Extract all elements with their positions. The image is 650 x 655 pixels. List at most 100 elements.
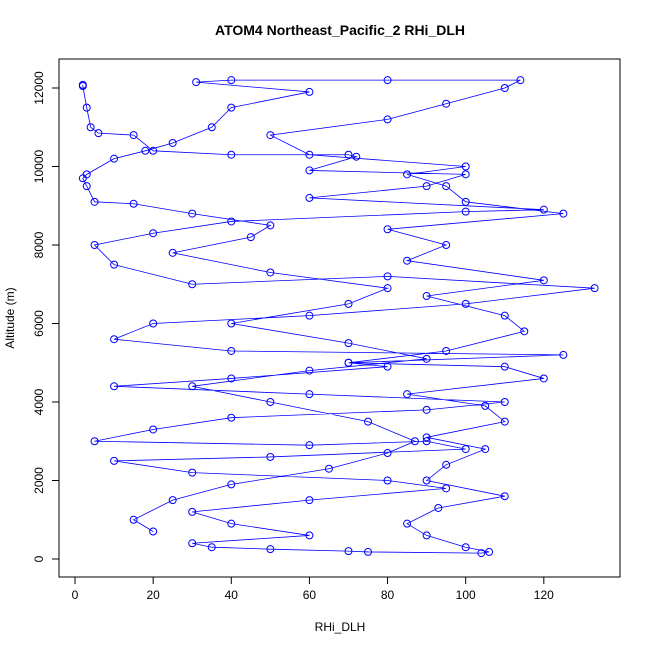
- point: [442, 240, 451, 249]
- point: [266, 131, 275, 140]
- point: [442, 346, 451, 355]
- point: [539, 374, 548, 383]
- point: [461, 445, 470, 454]
- point: [422, 182, 431, 191]
- point: [500, 397, 509, 406]
- point: [227, 319, 236, 328]
- point: [383, 449, 392, 458]
- point: [539, 276, 548, 285]
- point: [422, 433, 431, 442]
- point: [246, 233, 255, 242]
- point: [227, 76, 236, 85]
- point: [168, 138, 177, 147]
- point: [324, 464, 333, 473]
- point: [344, 358, 353, 367]
- point: [149, 146, 158, 155]
- point: [90, 197, 99, 206]
- point: [149, 527, 158, 536]
- point: [422, 292, 431, 301]
- point: [305, 366, 314, 375]
- point: [305, 496, 314, 505]
- point: [305, 87, 314, 96]
- point: [94, 129, 103, 138]
- point: [442, 460, 451, 469]
- point: [403, 519, 412, 528]
- point: [266, 221, 275, 230]
- x-tick-label: 100: [456, 588, 476, 602]
- point: [383, 115, 392, 124]
- point: [352, 152, 361, 161]
- point: [266, 452, 275, 461]
- point: [149, 229, 158, 238]
- x-tick-label: 0: [72, 588, 79, 602]
- point: [481, 445, 490, 454]
- series-line: [82, 79, 595, 554]
- point: [207, 123, 216, 132]
- point: [188, 382, 197, 391]
- point: [227, 480, 236, 489]
- point: [461, 543, 470, 552]
- point: [403, 390, 412, 399]
- y-tick-label: 4000: [32, 388, 46, 415]
- point: [434, 503, 443, 512]
- point: [90, 437, 99, 446]
- chart-title: ATOM4 Northeast_Pacific_2 RHi_DLH: [215, 22, 465, 38]
- point: [410, 437, 419, 446]
- point: [422, 531, 431, 540]
- point: [305, 390, 314, 399]
- point: [442, 484, 451, 493]
- point: [305, 150, 314, 159]
- point: [149, 319, 158, 328]
- point: [192, 78, 201, 87]
- point: [266, 268, 275, 277]
- x-tick-label: 60: [303, 588, 317, 602]
- point: [383, 272, 392, 281]
- point: [383, 284, 392, 293]
- point: [442, 99, 451, 108]
- point: [149, 425, 158, 434]
- y-tick-label: 12000: [32, 71, 46, 105]
- point: [461, 170, 470, 179]
- point: [110, 456, 119, 465]
- x-axis-label: RHi_DLH: [315, 620, 366, 634]
- point: [461, 197, 470, 206]
- point: [477, 549, 486, 558]
- point: [344, 299, 353, 308]
- point: [227, 413, 236, 422]
- point: [422, 437, 431, 446]
- point: [500, 362, 509, 371]
- point: [305, 193, 314, 202]
- y-tick-label: 2000: [32, 467, 46, 494]
- point: [403, 256, 412, 265]
- point: [422, 476, 431, 485]
- point: [141, 146, 150, 155]
- y-tick-label: 10000: [32, 149, 46, 183]
- point: [227, 150, 236, 159]
- point: [188, 280, 197, 289]
- point: [383, 476, 392, 485]
- point: [422, 354, 431, 363]
- point: [168, 248, 177, 257]
- point: [422, 405, 431, 414]
- y-tick-label: 6000: [32, 310, 46, 337]
- point: [110, 382, 119, 391]
- y-tick-label: 0: [32, 555, 46, 562]
- y-axis-label: Altitude (m): [3, 287, 17, 348]
- point: [86, 123, 95, 132]
- point: [516, 76, 525, 85]
- point: [266, 397, 275, 406]
- point: [305, 531, 314, 540]
- point: [129, 199, 138, 208]
- x-tick-label: 80: [381, 588, 395, 602]
- x-tick-label: 120: [534, 588, 554, 602]
- y-tick-label: 8000: [32, 231, 46, 258]
- point: [90, 240, 99, 249]
- point: [383, 362, 392, 371]
- x-tick-label: 20: [146, 588, 160, 602]
- point: [82, 103, 91, 112]
- point: [188, 507, 197, 516]
- point: [461, 207, 470, 216]
- point: [227, 217, 236, 226]
- point: [500, 311, 509, 320]
